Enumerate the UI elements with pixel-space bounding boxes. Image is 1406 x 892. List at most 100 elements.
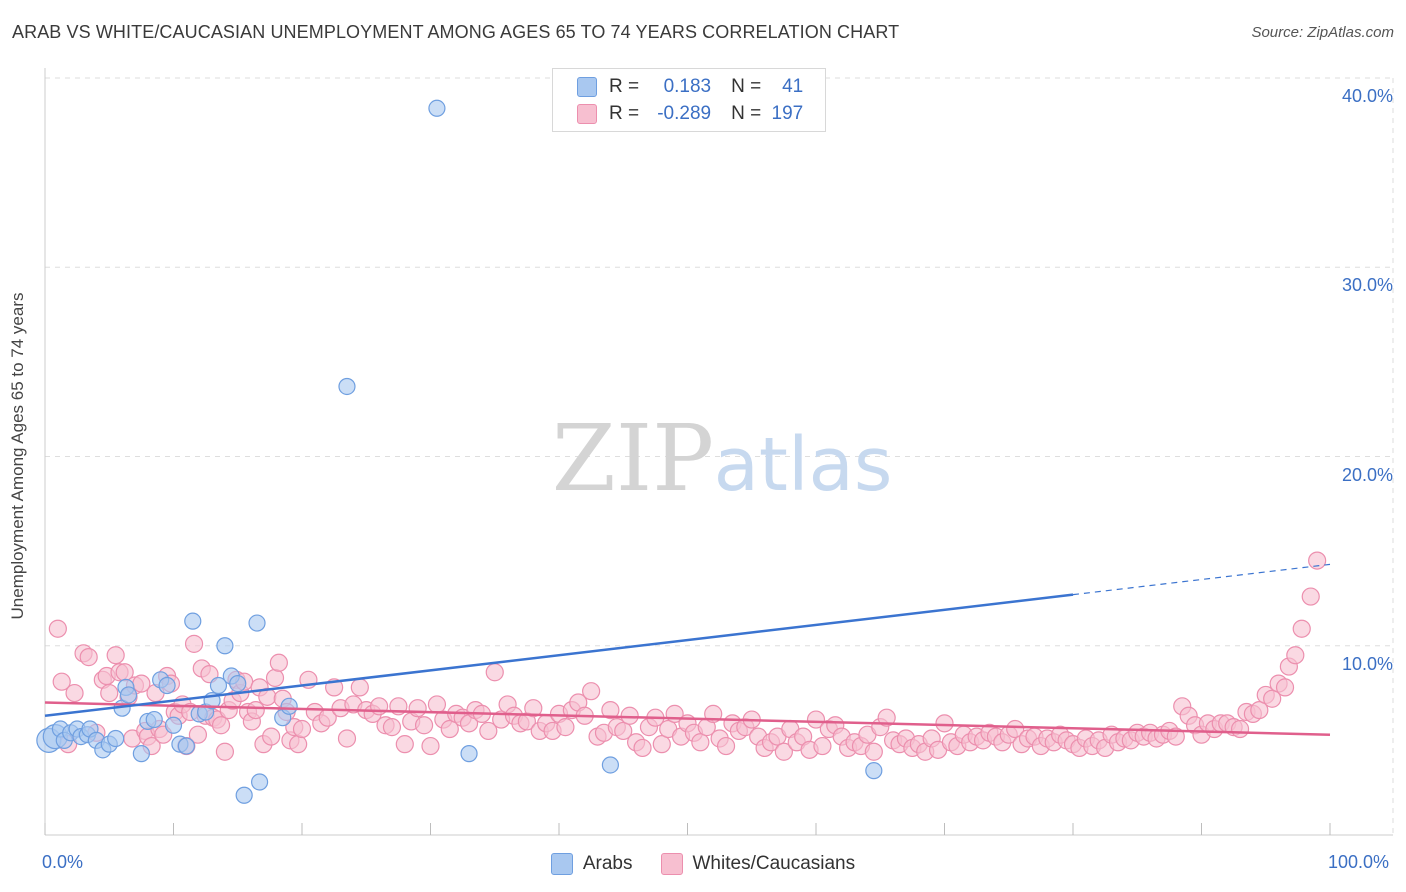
white-point [1166,727,1185,746]
white-point [633,738,652,758]
n-value: 197 [771,103,804,124]
white-point [1308,551,1327,570]
white-point [188,725,208,744]
white-point [1286,646,1305,665]
white-point [1301,587,1320,606]
white-point [382,718,402,737]
arab-point [132,745,150,763]
r-label: R = [609,103,640,124]
y-tick-label: 10.0% [1341,653,1393,674]
arab-point [164,716,183,734]
whites-swatch [577,104,597,124]
gridlines [45,77,1394,835]
white-point [65,683,84,703]
white-point [350,678,369,697]
arab-point [145,710,163,729]
r-value: -0.289 [657,103,712,124]
white-point [211,716,231,735]
white-point [716,736,736,756]
white-point [877,708,896,727]
legend-item-arabs: Arabs [550,853,633,875]
white-point [421,736,440,756]
watermark-zip: ZIP [552,405,714,512]
white-point [106,646,125,665]
arabs-trend-line [44,593,1074,718]
whites-legend-label: Whites/Caucasians [692,853,856,874]
white-point [601,700,620,720]
white-point [1263,689,1282,708]
white-point [1230,719,1250,739]
arab-point [601,756,620,774]
series-legend: Arabs Whites/Caucasians [0,850,1406,878]
white-point [414,716,434,735]
y-tick-label: 30.0% [1341,275,1393,296]
n-label: N = [731,76,762,97]
white-point [556,718,575,737]
arab-point [428,99,446,117]
arab-point [280,697,298,715]
x-tick-label-max: 100.0% [1328,852,1390,872]
white-point [485,663,504,682]
source-label: Source: ZipAtlas.com [1251,24,1394,41]
white-point [1250,700,1269,720]
legend-row-whites: R = -0.289 N = 197 [553,101,803,127]
arab-point [216,637,234,655]
legend-item-whites: Whites/Caucasians [660,853,856,875]
white-point [52,672,71,691]
white-point [806,710,826,729]
legend-row-arabs: R = 0.183 N = 41 [553,74,803,100]
n-label: N = [731,103,762,124]
arabs-legend-label: Arabs [582,853,633,874]
arabs-swatch [577,77,597,97]
white-point [479,721,498,741]
arab-point [177,737,195,755]
arab-point [158,676,176,695]
x-tick-label-min: 0.0% [42,852,84,872]
y-axis-label: Unemployment Among Ages 65 to 74 years [8,292,27,620]
white-point [184,634,204,653]
white-point [582,682,601,701]
arab-point [460,745,478,763]
white-point [652,735,671,754]
correlation-legend: R = 0.183 N = 41 R = -0.289 N = 197 [552,68,826,132]
white-point [1292,619,1311,638]
arab-point [250,773,269,791]
white-point [427,695,447,714]
white-point [337,729,357,748]
arab-point [107,729,125,748]
white-point [1275,678,1295,697]
y-tick-label: 40.0% [1341,86,1393,106]
n-value: 41 [782,76,804,97]
arab-point [209,676,228,695]
arabs-points [36,99,883,804]
white-point [265,668,285,688]
axes [44,68,1393,836]
arab-point [229,674,247,693]
trend-lines [44,563,1331,736]
white-point [408,699,427,718]
arab-point [338,377,356,396]
y-tick-label: 20.0% [1341,464,1393,485]
white-point [935,714,954,733]
arab-point [235,786,253,804]
white-point [813,736,832,756]
white-point [292,719,312,739]
arabs-legend-swatch [550,853,573,875]
white-point [524,699,543,718]
white-point [395,735,414,754]
white-point [1006,719,1025,739]
white-point [262,727,281,746]
white-point [614,721,633,741]
arab-point [184,612,202,630]
white-point [691,733,710,752]
white-point [774,742,793,761]
r-label: R = [609,76,640,97]
r-value: 0.183 [663,76,712,97]
white-point [246,700,265,720]
white-point [100,683,119,703]
white-point [289,735,308,754]
whites-trend-line [44,701,1331,736]
white-point [48,619,67,638]
watermark-atlas: atlas [714,422,893,508]
